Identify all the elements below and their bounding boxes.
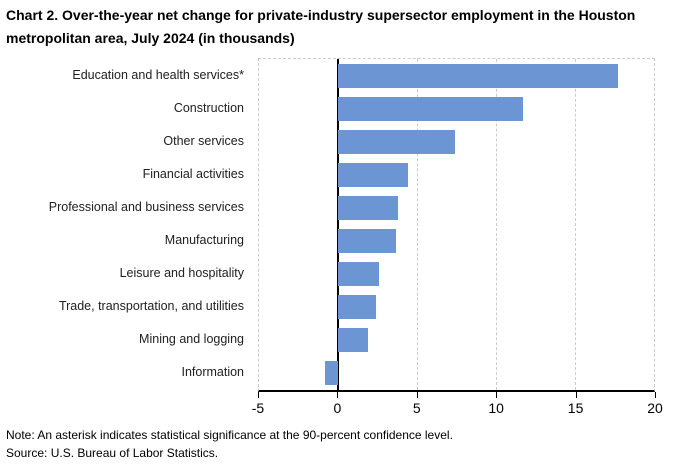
x-axis-tick	[258, 392, 259, 398]
x-axis-tick-labels: -5 0 5 10 15 20	[252, 400, 663, 418]
category-label: Financial activities	[142, 166, 244, 181]
bar	[338, 262, 380, 287]
x-axis-tick	[416, 392, 418, 398]
bar	[338, 295, 376, 320]
bar	[338, 328, 369, 353]
bar	[338, 229, 397, 254]
category-label: Education and health services*	[72, 67, 244, 82]
bar	[338, 129, 455, 154]
x-axis-tick-label: 0	[333, 400, 342, 416]
x-axis-tick-label: 5	[412, 400, 421, 416]
x-axis-ticks	[258, 392, 656, 399]
category-label: Construction	[173, 100, 244, 115]
gridline-15	[575, 59, 576, 390]
zero-axis-line	[337, 59, 339, 390]
x-axis-tick-label: -5	[251, 400, 265, 416]
x-axis-tick	[337, 392, 339, 398]
x-axis-tick	[575, 392, 577, 398]
gridline-10	[496, 59, 497, 390]
bar	[338, 96, 523, 121]
gridline-5	[417, 59, 418, 390]
plot-area	[258, 58, 655, 392]
note-text: Note: An asterisk indicates statistical …	[6, 428, 453, 442]
category-label: Trade, transportation, and utilities	[58, 299, 244, 314]
bar	[338, 162, 408, 187]
x-axis-tick-label: 15	[567, 400, 584, 416]
category-label: Information	[181, 365, 244, 380]
bar	[338, 195, 399, 220]
bar	[338, 63, 618, 88]
x-axis-tick	[496, 392, 498, 398]
bar	[325, 361, 338, 386]
category-labels: Education and health services* Constructi…	[0, 58, 250, 392]
category-label: Professional and business services	[48, 199, 244, 214]
chart-title: Chart 2. Over-the-year net change for pr…	[6, 7, 636, 46]
category-label: Manufacturing	[164, 233, 244, 248]
category-label: Mining and logging	[139, 332, 244, 347]
x-axis-tick	[655, 392, 656, 398]
x-axis-tick-label: 10	[488, 400, 504, 416]
source-text: Source: U.S. Bureau of Labor Statistics.	[6, 446, 219, 460]
category-label: Other services	[163, 133, 244, 148]
x-axis-tick-label: 20	[647, 400, 663, 416]
category-label: Leisure and hospitality	[119, 266, 244, 281]
